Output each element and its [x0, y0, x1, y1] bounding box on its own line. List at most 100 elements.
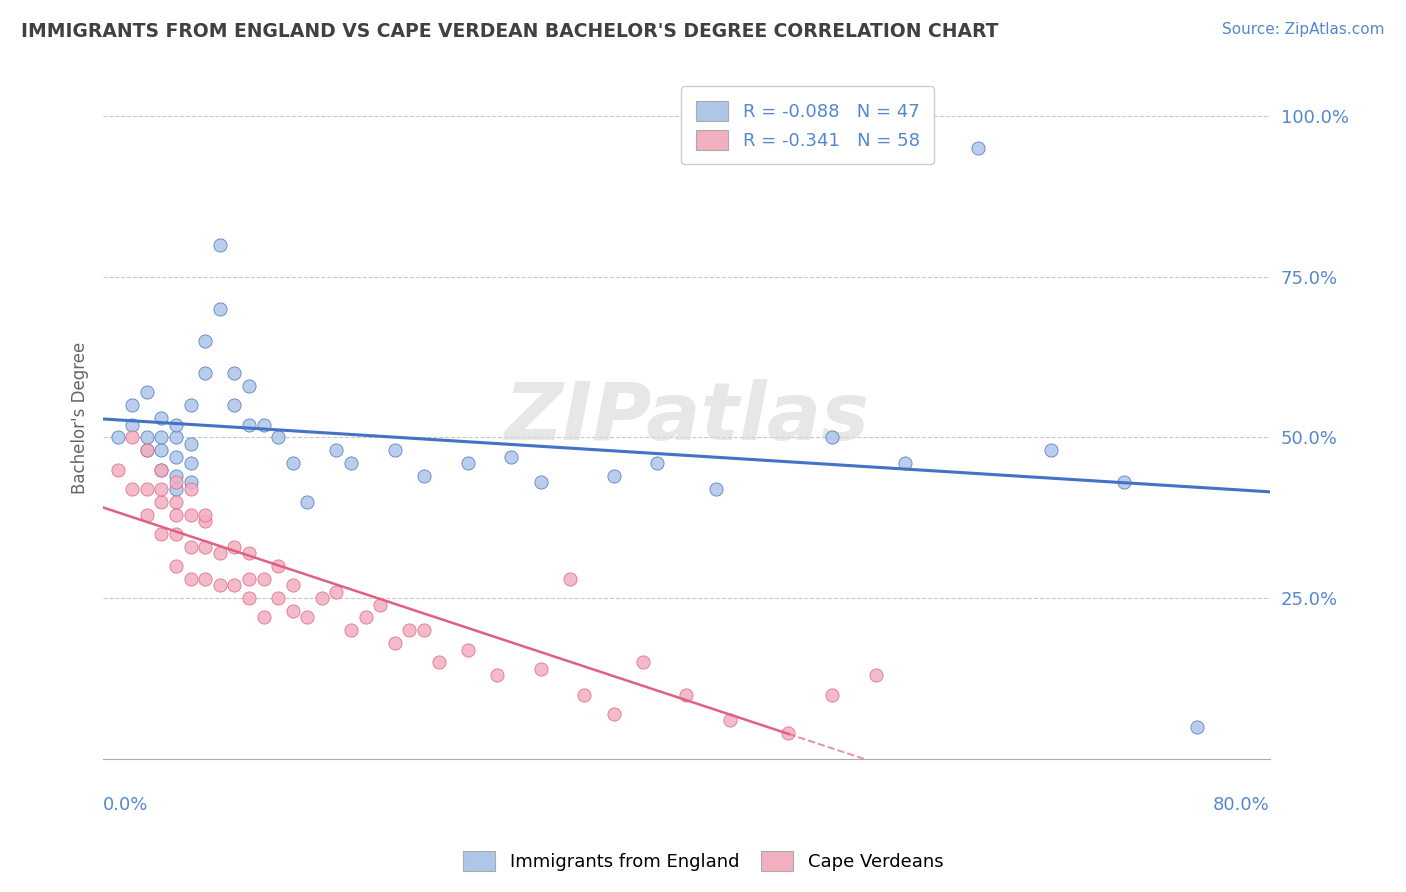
Point — [224, 578, 246, 592]
Point — [384, 636, 406, 650]
Point — [135, 443, 157, 458]
Point — [340, 624, 363, 638]
Point — [165, 469, 187, 483]
Point — [1039, 443, 1062, 458]
Point — [281, 456, 304, 470]
Point — [180, 437, 202, 451]
Point — [267, 558, 290, 573]
Point — [267, 591, 290, 606]
Point — [675, 688, 697, 702]
Point — [121, 398, 143, 412]
Point — [574, 688, 596, 702]
Point — [602, 469, 624, 483]
Point — [165, 417, 187, 432]
Point — [529, 475, 551, 490]
Point — [865, 668, 887, 682]
Point — [281, 578, 304, 592]
Point — [645, 456, 668, 470]
Point — [297, 494, 319, 508]
Point — [238, 572, 260, 586]
Point — [150, 430, 173, 444]
Point — [208, 237, 231, 252]
Point — [165, 430, 187, 444]
Point — [150, 462, 173, 476]
Point — [252, 572, 274, 586]
Point — [224, 540, 246, 554]
Point — [297, 610, 319, 624]
Point — [150, 482, 173, 496]
Point — [135, 508, 157, 522]
Point — [180, 508, 202, 522]
Text: IMMIGRANTS FROM ENGLAND VS CAPE VERDEAN BACHELOR'S DEGREE CORRELATION CHART: IMMIGRANTS FROM ENGLAND VS CAPE VERDEAN … — [21, 22, 998, 41]
Y-axis label: Bachelor's Degree: Bachelor's Degree — [72, 342, 89, 494]
Point — [180, 475, 202, 490]
Point — [150, 411, 173, 425]
Point — [165, 558, 187, 573]
Point — [602, 706, 624, 721]
Point — [325, 584, 347, 599]
Point — [150, 526, 173, 541]
Point — [165, 494, 187, 508]
Point — [150, 462, 173, 476]
Point — [194, 366, 217, 380]
Point — [180, 456, 202, 470]
Point — [107, 430, 129, 444]
Point — [180, 398, 202, 412]
Text: Source: ZipAtlas.com: Source: ZipAtlas.com — [1222, 22, 1385, 37]
Point — [281, 604, 304, 618]
Point — [150, 494, 173, 508]
Point — [165, 450, 187, 464]
Point — [1112, 475, 1135, 490]
Point — [457, 642, 479, 657]
Point — [252, 610, 274, 624]
Text: 0.0%: 0.0% — [103, 797, 149, 814]
Point — [413, 469, 436, 483]
Point — [135, 482, 157, 496]
Point — [208, 301, 231, 316]
Point — [340, 456, 363, 470]
Point — [267, 430, 290, 444]
Point — [135, 443, 157, 458]
Point — [180, 540, 202, 554]
Point — [354, 610, 377, 624]
Point — [224, 366, 246, 380]
Point — [1185, 720, 1208, 734]
Legend: Immigrants from England, Cape Verdeans: Immigrants from England, Cape Verdeans — [456, 844, 950, 879]
Point — [821, 430, 844, 444]
Point — [180, 572, 202, 586]
Point — [165, 475, 187, 490]
Point — [165, 508, 187, 522]
Point — [413, 624, 436, 638]
Point — [485, 668, 508, 682]
Point — [529, 662, 551, 676]
Point — [967, 141, 990, 155]
Point — [208, 546, 231, 560]
Text: 80.0%: 80.0% — [1213, 797, 1270, 814]
Point — [194, 514, 217, 528]
Point — [778, 726, 800, 740]
Point — [194, 334, 217, 348]
Point — [325, 443, 347, 458]
Point — [238, 546, 260, 560]
Point — [704, 482, 727, 496]
Point — [180, 482, 202, 496]
Point — [165, 482, 187, 496]
Point — [165, 526, 187, 541]
Point — [894, 456, 917, 470]
Text: ZIPatlas: ZIPatlas — [503, 379, 869, 457]
Point — [558, 572, 581, 586]
Point — [135, 385, 157, 400]
Point — [208, 578, 231, 592]
Point — [252, 417, 274, 432]
Point — [501, 450, 523, 464]
Point — [821, 688, 844, 702]
Point — [194, 540, 217, 554]
Point — [631, 656, 654, 670]
Point — [135, 430, 157, 444]
Point — [398, 624, 420, 638]
Point — [457, 456, 479, 470]
Point — [150, 443, 173, 458]
Point — [238, 591, 260, 606]
Point — [427, 656, 450, 670]
Point — [121, 482, 143, 496]
